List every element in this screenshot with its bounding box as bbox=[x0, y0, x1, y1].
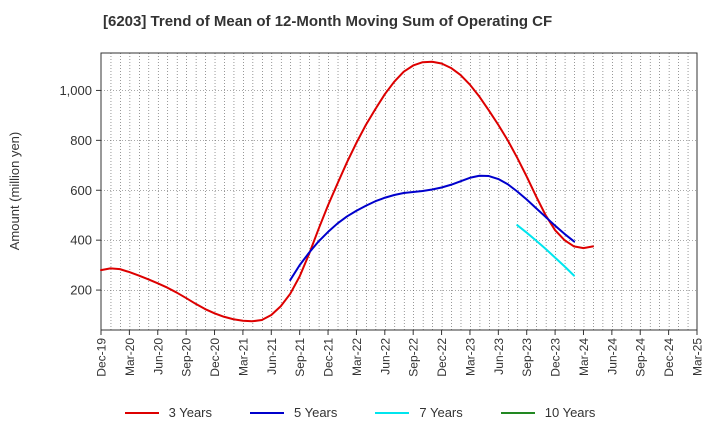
y-axis: 200 400 600 800 1,000 bbox=[59, 83, 101, 298]
y-tick-label: 600 bbox=[70, 183, 92, 198]
x-tick-label: Mar-24 bbox=[577, 338, 591, 376]
y-tick-label: 800 bbox=[70, 133, 92, 148]
y-tick-label: 400 bbox=[70, 233, 92, 248]
series-line-7-years bbox=[516, 224, 576, 277]
x-tick-label: Mar-20 bbox=[123, 338, 137, 376]
x-tick-label: Dec-22 bbox=[435, 338, 449, 377]
legend-item-3-years: 3 Years bbox=[124, 405, 212, 420]
x-tick-label: Jun-24 bbox=[605, 338, 619, 375]
x-axis: Dec-19 Mar-20 Jun-20 Sep-20 Dec-20 Mar-21 Jun-… bbox=[95, 330, 705, 377]
legend: 3 Years 5 Years 7 Years 10 Years bbox=[0, 405, 720, 420]
series-line-5-years bbox=[289, 174, 576, 282]
legend-swatch bbox=[375, 411, 410, 414]
x-tick-label: Dec-23 bbox=[549, 338, 563, 377]
x-tick-label: Jun-20 bbox=[151, 338, 165, 375]
plot-frame bbox=[100, 52, 698, 331]
x-tick-label: Mar-23 bbox=[463, 338, 477, 376]
x-tick-label: Dec-20 bbox=[208, 338, 222, 377]
y-tick-label: 1,000 bbox=[59, 83, 92, 98]
x-tick-label: Mar-21 bbox=[236, 338, 250, 376]
x-tick-label: Jun-22 bbox=[378, 338, 392, 375]
grid bbox=[101, 53, 697, 330]
legend-swatch bbox=[500, 411, 535, 414]
x-tick-label: Sep-20 bbox=[180, 338, 194, 377]
x-tick-label: Mar-25 bbox=[691, 338, 705, 376]
x-tick-label: Jun-21 bbox=[265, 338, 279, 375]
legend-swatch bbox=[250, 411, 284, 414]
legend-label: 10 Years bbox=[544, 405, 596, 420]
x-tick-label: Mar-22 bbox=[350, 338, 364, 376]
x-tick-label: Sep-23 bbox=[520, 338, 534, 377]
y-axis-label: Amount (million yen) bbox=[7, 132, 22, 251]
x-tick-label: Dec-19 bbox=[95, 338, 109, 377]
x-tick-label: Sep-22 bbox=[407, 338, 421, 377]
legend-item-10-years: 10 Years bbox=[500, 405, 596, 420]
series-layer bbox=[100, 60, 594, 323]
legend-item-5-years: 5 Years bbox=[250, 405, 337, 420]
x-tick-label: Dec-21 bbox=[322, 338, 336, 377]
legend-label: 3 Years bbox=[168, 405, 212, 420]
legend-label: 7 Years bbox=[419, 405, 463, 420]
x-tick-label: Jun-23 bbox=[492, 338, 506, 375]
y-tick-label: 200 bbox=[70, 283, 92, 298]
x-tick-label: Dec-24 bbox=[662, 338, 676, 377]
legend-item-7-years: 7 Years bbox=[375, 405, 463, 420]
x-tick-label: Sep-21 bbox=[293, 338, 307, 377]
legend-swatch bbox=[124, 411, 159, 414]
series-line-3-years bbox=[100, 60, 594, 323]
chart-title: [6203] Trend of Mean of 12-Month Moving … bbox=[103, 13, 553, 30]
legend-label: 5 Years bbox=[294, 405, 338, 420]
x-tick-label: Sep-24 bbox=[634, 338, 648, 377]
